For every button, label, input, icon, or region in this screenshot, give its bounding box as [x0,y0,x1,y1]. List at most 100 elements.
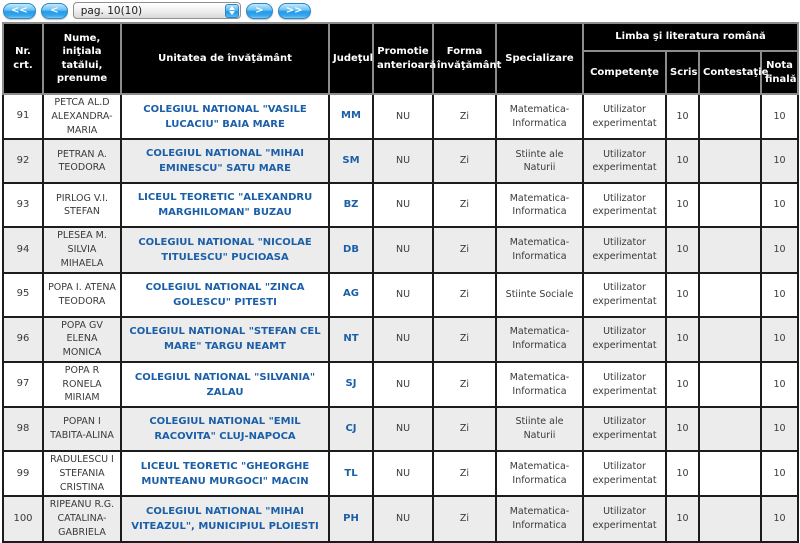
cell-competente: Utilizator experimentat [582,450,667,498]
cell-name: POPA GV ELENA MONICA [42,315,122,363]
cell-specialization: Matematica-Informatica [495,495,584,543]
cell-specialization: Stiinte ale Naturii [495,138,584,185]
cell-county: TL [328,450,374,498]
cell-promotion: NU [372,138,434,185]
prev-page-button[interactable]: < [40,2,68,19]
cell-school: COLEGIUL NATIONAL "MIHAI EMINESCU" SATU … [120,138,330,185]
cell-form: Zi [432,315,497,363]
cell-competente: Utilizator experimentat [582,495,667,543]
cell-nota: 10 [759,450,800,498]
table-row: 93 PIRLOG V.I. STEFAN LICEUL TEORETIC "A… [2,182,800,229]
table-row: 99 RADULESCU I STEFANIA CRISTINA LICEUL … [2,450,800,498]
cell-county: MM [328,92,374,141]
cell-nota: 10 [759,495,800,543]
cell-nr: 96 [2,315,44,363]
header-nr: Nr. crt. [2,22,44,95]
cell-school: LICEUL TEORETIC "ALEXANDRU MARGHILOMAN" … [120,182,330,229]
cell-school: COLEGIUL NATIONAL "ZINCA GOLESCU" PITEST… [120,271,330,318]
cell-form: Zi [432,92,497,141]
cell-specialization: Matematica-Informatica [495,182,584,229]
cell-contestatie [698,92,762,141]
cell-name: PETRAN A. TEODORA [42,138,122,185]
page-select[interactable]: pag. 10(10) [72,2,241,19]
header-promotion: Promotie anterioară [372,22,436,95]
cell-promotion: NU [372,271,434,318]
cell-form: Zi [432,226,497,274]
cell-contestatie [698,450,762,498]
cell-nr: 100 [2,495,44,543]
cell-county: BZ [328,182,374,229]
cell-specialization: Matematica-Informatica [495,360,584,409]
select-stepper-icon [224,3,239,18]
cell-school: COLEGIUL NATIONAL "NICOLAE TITULESCU" PU… [120,226,330,274]
cell-school: COLEGIUL NATIONAL "STEFAN CEL MARE" TARG… [120,315,330,363]
cell-nr: 94 [2,226,44,274]
cell-name: RADULESCU I STEFANIA CRISTINA [42,450,122,498]
cell-form: Zi [432,182,497,229]
page-select-value: pag. 10(10) [80,4,143,17]
cell-scris: 10 [665,450,700,498]
header-subject-group: Limba şi literatura română [581,22,800,52]
header-nota: Nota finală [759,50,800,95]
cell-contestatie [698,360,762,409]
pagination-bar: << < pag. 10(10) > >> [0,0,800,22]
cell-promotion: NU [372,92,434,141]
cell-promotion: NU [372,406,434,453]
cell-nota: 10 [759,138,800,185]
header-school: Unitatea de învăţământ [120,22,330,95]
cell-promotion: NU [372,360,434,409]
cell-competente: Utilizator experimentat [582,92,667,141]
table-row: 97 POPA R RONELA MIRIAM COLEGIUL NATIONA… [2,360,800,409]
cell-nota: 10 [759,182,800,229]
cell-competente: Utilizator experimentat [582,182,667,229]
cell-name: POPA I. ATENA TEODORA [42,271,122,318]
cell-competente: Utilizator experimentat [582,360,667,409]
cell-county: SM [328,138,374,185]
header-county: Judeţul [328,22,374,95]
cell-competente: Utilizator experimentat [582,315,667,363]
cell-county: SJ [328,360,374,409]
cell-nota: 10 [759,271,800,318]
cell-nr: 98 [2,406,44,453]
cell-school: LICEUL TEORETIC "GHEORGHE MUNTEANU MURGO… [120,450,330,498]
cell-scris: 10 [665,138,700,185]
table-row: 96 POPA GV ELENA MONICA COLEGIUL NATIONA… [2,315,800,363]
header-contestatie: Contestaţie [698,50,768,95]
cell-school: COLEGIUL NATIONAL "EMIL RACOVITA" CLUJ-N… [120,406,330,453]
cell-scris: 10 [665,226,700,274]
table-row: 91 PETCA AL.D ALEXANDRA-MARIA COLEGIUL N… [2,92,800,141]
cell-name: PIRLOG V.I. STEFAN [42,182,122,229]
cell-name: PETCA AL.D ALEXANDRA-MARIA [42,92,122,141]
cell-contestatie [698,406,762,453]
cell-nr: 97 [2,360,44,409]
cell-county: CJ [328,406,374,453]
cell-county: PH [328,495,374,543]
cell-promotion: NU [372,226,434,274]
cell-promotion: NU [372,495,434,543]
first-page-button[interactable]: << [3,2,36,19]
cell-contestatie [698,315,762,363]
cell-nr: 91 [2,92,44,141]
cell-competente: Utilizator experimentat [582,271,667,318]
cell-contestatie [698,182,762,229]
table-row: 94 PLESEA M. SILVIA MIHAELA COLEGIUL NAT… [2,226,800,274]
cell-form: Zi [432,360,497,409]
cell-nota: 10 [759,360,800,409]
cell-specialization: Matematica-Informatica [495,92,584,141]
table-row: 100 RIPEANU R.G. CATALINA-GABRIELA COLEG… [2,495,800,543]
cell-scris: 10 [665,495,700,543]
cell-specialization: Stiinte ale Naturii [495,406,584,453]
cell-school: COLEGIUL NATIONAL "VASILE LUCACIU" BAIA … [120,92,330,141]
header-competente: Competenţe [582,50,667,95]
cell-contestatie [698,495,762,543]
cell-scris: 10 [665,406,700,453]
cell-promotion: NU [372,450,434,498]
last-page-button[interactable]: >> [277,2,311,19]
header-name: Nume, iniţiala tatălui, prenume [42,22,122,95]
cell-nota: 10 [759,315,800,363]
cell-promotion: NU [372,182,434,229]
next-page-button[interactable]: > [245,2,273,19]
cell-nr: 93 [2,182,44,229]
cell-name: POPA R RONELA MIRIAM [42,360,122,409]
cell-nr: 95 [2,271,44,318]
